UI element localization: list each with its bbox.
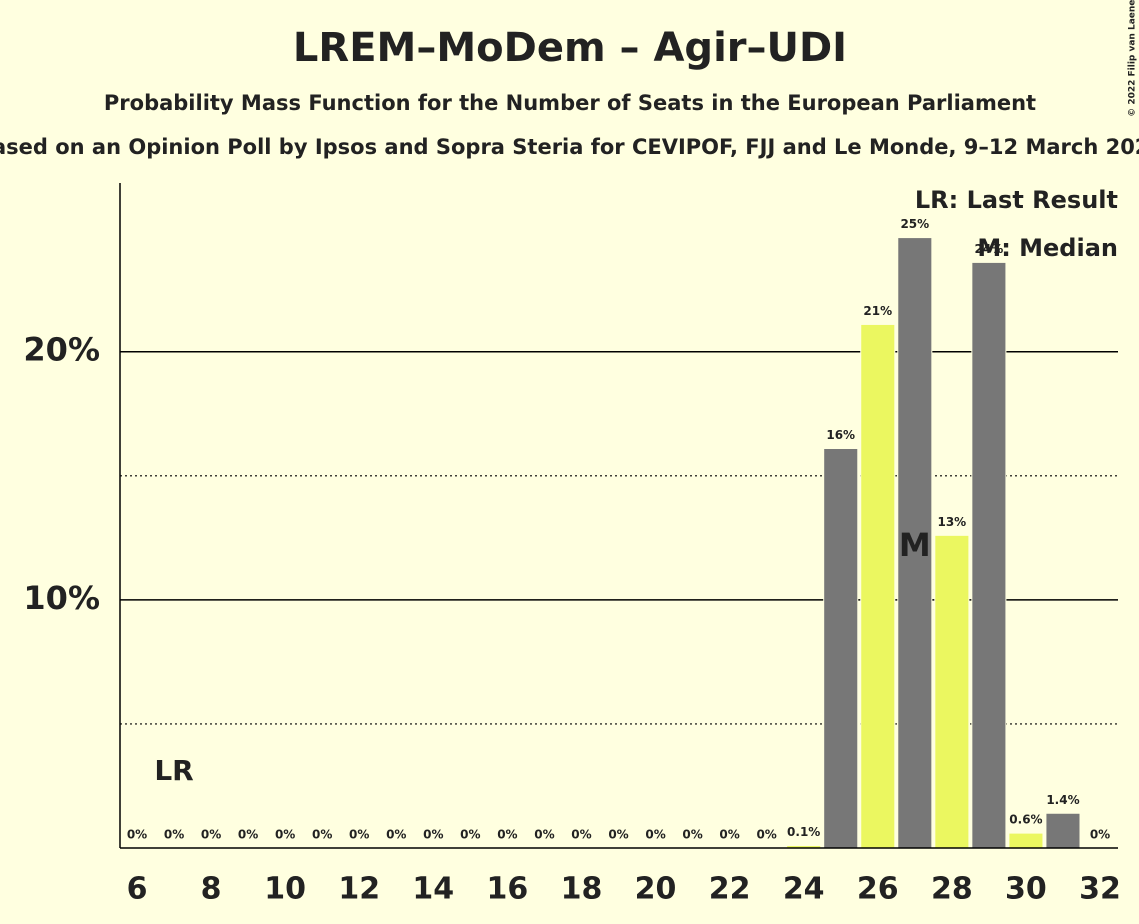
x-tick-label: 14 (412, 872, 454, 907)
copyright: © 2022 Filip van Laenen (1128, 0, 1138, 117)
bar (971, 261, 1007, 849)
chart-subtitle: Probability Mass Function for the Number… (104, 91, 1036, 115)
x-tick-label: 24 (783, 872, 825, 907)
value-label: 0% (423, 828, 443, 842)
value-label: 0% (608, 828, 628, 842)
annotation: LR (154, 754, 193, 787)
bar (897, 237, 933, 849)
bar (860, 323, 896, 849)
value-label: 0% (386, 828, 406, 842)
x-tick-label: 8 (201, 872, 222, 907)
bar (934, 534, 970, 849)
value-label: 13% (937, 515, 966, 529)
bar (823, 448, 859, 849)
chart-caption: Based on an Opinion Poll by Ipsos and So… (0, 135, 1139, 159)
value-label: 0% (645, 828, 665, 842)
value-label: 0% (1090, 828, 1110, 842)
value-label: 0% (349, 828, 369, 842)
annotation: M (899, 526, 931, 564)
value-label: 0% (238, 828, 258, 842)
x-tick-label: 6 (127, 872, 148, 907)
value-label: 25% (900, 217, 929, 231)
x-tick-label: 26 (857, 872, 899, 907)
legend-entry: M: Median (977, 234, 1118, 262)
x-tick-label: 18 (561, 872, 603, 907)
bar (1045, 812, 1081, 849)
value-label: 0% (460, 828, 480, 842)
value-label: 0.1% (787, 825, 820, 839)
value-label: 24% (975, 242, 1004, 256)
legend-entry: LR: Last Result (915, 186, 1118, 214)
value-label: 0% (534, 828, 554, 842)
x-tick-label: 22 (709, 872, 751, 907)
x-tick-label: 28 (931, 872, 973, 907)
value-label: 0.6% (1009, 813, 1042, 827)
value-label: 0% (682, 828, 702, 842)
value-label: 0% (201, 828, 221, 842)
value-label: 0% (275, 828, 295, 842)
value-label: 0% (312, 828, 332, 842)
value-label: 0% (127, 828, 147, 842)
x-tick-label: 10 (264, 872, 306, 907)
value-label: 21% (863, 304, 892, 318)
chart-title: LREM–MoDem – Agir–UDI (293, 25, 847, 71)
value-label: 0% (571, 828, 591, 842)
value-label: 0% (719, 828, 739, 842)
value-label: 0% (756, 828, 776, 842)
value-label: 0% (497, 828, 517, 842)
value-label: 0% (164, 828, 184, 842)
x-tick-label: 20 (635, 872, 677, 907)
x-tick-label: 32 (1079, 872, 1121, 907)
y-tick-label: 10% (23, 579, 100, 617)
x-tick-label: 16 (487, 872, 529, 907)
bar (1008, 832, 1044, 849)
value-label: 1.4% (1046, 793, 1079, 807)
value-label: 16% (826, 428, 855, 442)
x-tick-label: 30 (1005, 872, 1047, 907)
x-tick-label: 12 (338, 872, 380, 907)
y-tick-label: 20% (23, 331, 100, 369)
